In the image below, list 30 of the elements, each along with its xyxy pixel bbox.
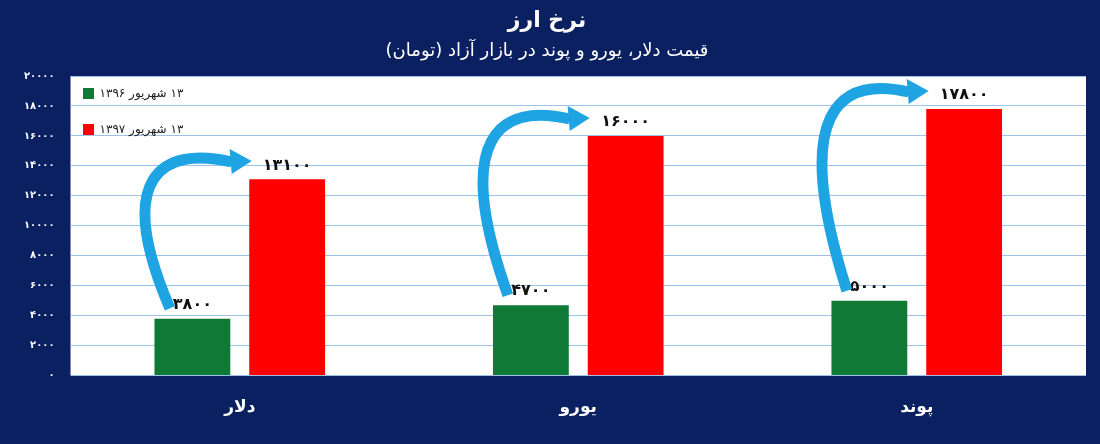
y-tick-label: ۱۴۰۰۰: [23, 159, 55, 171]
y-tick-label: ۶۰۰۰: [30, 279, 55, 291]
x-tick-label: پوند: [900, 396, 934, 418]
legend-label: ۱۳ شهریور ۱۳۹۷: [99, 122, 184, 136]
x-tick-label: یورو: [558, 396, 597, 418]
y-tick-label: ۲۰۰۰۰: [23, 69, 55, 81]
data-label: ۱۷۸۰۰: [939, 84, 989, 104]
y-tick-label: ۰: [48, 369, 55, 381]
data-label: ۳۸۰۰: [172, 293, 212, 313]
bar: [154, 318, 231, 376]
data-label: ۵۰۰۰: [849, 275, 889, 295]
y-tick-label: ۱۸۰۰۰: [23, 99, 55, 111]
data-label: ۴۷۰۰: [511, 280, 551, 300]
bar: [249, 179, 326, 376]
bar: [926, 108, 1003, 376]
chart-title: نرخ ارز: [506, 6, 587, 33]
y-tick-label: ۱۰۰۰۰: [23, 219, 55, 231]
data-label: ۱۳۱۰۰: [262, 154, 312, 174]
data-label: ۱۶۰۰۰: [601, 111, 651, 131]
x-tick-label: دلار: [223, 396, 256, 417]
bar: [831, 300, 908, 376]
legend-label: ۱۳ شهریور ۱۳۹۶: [99, 86, 184, 100]
y-tick-label: ۱۲۰۰۰: [23, 189, 55, 201]
y-tick-label: ۴۰۰۰: [30, 309, 55, 321]
chart-subtitle: قیمت دلار، یورو و پوند در بازار آزاد (تومان): [385, 37, 709, 61]
bar: [492, 305, 569, 376]
y-tick-label: ۱۶۰۰۰: [23, 129, 55, 141]
y-tick-label: ۲۰۰۰: [30, 339, 55, 351]
y-tick-label: ۸۰۰۰: [30, 249, 55, 261]
bar: [587, 135, 664, 376]
